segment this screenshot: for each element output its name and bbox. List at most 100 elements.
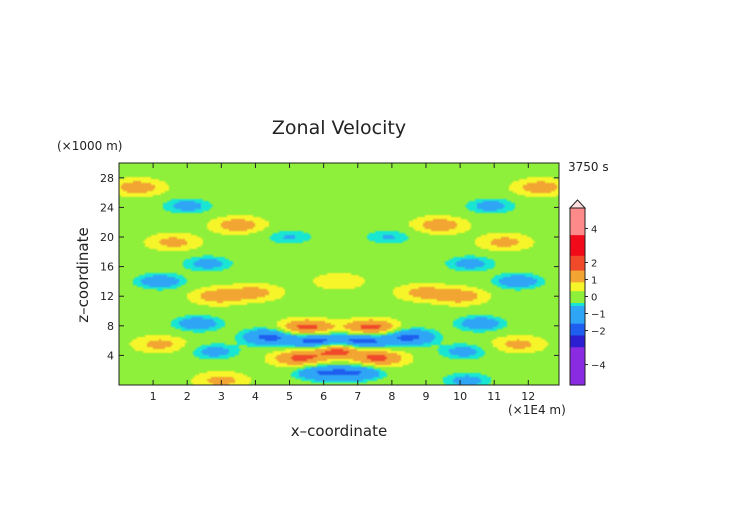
x-axis-label: x–coordinate xyxy=(291,422,387,440)
colorbar-segment xyxy=(570,305,585,309)
colorbar-segment xyxy=(570,328,585,333)
colorbar-segment xyxy=(570,228,585,233)
colorbar-segment xyxy=(570,352,585,357)
colorbar-segment xyxy=(570,258,585,262)
y-tick-label: 20 xyxy=(100,231,114,244)
colorbar-segment xyxy=(570,278,585,283)
colorbar-segment xyxy=(570,358,585,362)
colorbar-segment xyxy=(570,293,585,298)
colorbar-segment xyxy=(570,299,585,303)
y-axis-unit: (×1000 m) xyxy=(57,139,122,153)
x-tick-label: 8 xyxy=(388,390,395,403)
colorbar-tick-label: 1 xyxy=(591,275,597,286)
colorbar-segment xyxy=(570,343,585,348)
colorbar-segment xyxy=(570,326,585,330)
colorbar-segment xyxy=(570,376,585,380)
colorbar-segment xyxy=(570,272,585,277)
colorbar-tick-label: 2 xyxy=(591,258,597,269)
colorbar-segment xyxy=(570,284,585,289)
plot-frame xyxy=(118,162,560,386)
colorbar-segment xyxy=(570,255,585,259)
colorbar-segment xyxy=(570,314,585,318)
colorbar-segment xyxy=(570,340,585,345)
colorbar-segment xyxy=(570,275,585,280)
colorbar-segment xyxy=(570,382,585,386)
y-tick-label: 8 xyxy=(107,320,114,333)
colorbar-segment xyxy=(570,231,585,236)
y-axis-label: z–coordinate xyxy=(74,227,92,322)
colorbar-segment xyxy=(570,219,585,224)
x-tick-label: 4 xyxy=(252,390,259,403)
colorbar: 4 2 1 0 −1 −2 −4 xyxy=(568,199,606,386)
y-tick-label: 12 xyxy=(100,290,114,303)
colorbar-segment xyxy=(570,216,585,221)
x-tick-label: 11 xyxy=(487,390,501,403)
colorbar-segment xyxy=(570,361,585,365)
colorbar-segment xyxy=(570,261,585,265)
x-tick-label: 12 xyxy=(521,390,535,403)
colorbar-tick-label: −2 xyxy=(591,327,606,338)
x-tick-label: 9 xyxy=(422,390,429,403)
y-tick-label: 16 xyxy=(100,261,114,274)
colorbar-segment xyxy=(570,249,585,253)
colorbar-tick-label: −4 xyxy=(591,361,606,372)
colorbar-segment xyxy=(570,243,585,247)
x-tick-label: 6 xyxy=(320,390,327,403)
colorbar-segment xyxy=(570,308,585,312)
colorbar-segment xyxy=(570,346,585,351)
colorbar-tick-label: 0 xyxy=(591,293,597,304)
colorbar-segment xyxy=(570,210,585,215)
colorbar-segment xyxy=(570,296,585,301)
x-axis-unit: (×1E4 m) xyxy=(508,403,566,417)
colorbar-segment xyxy=(570,334,585,339)
y-tick-label: 4 xyxy=(107,349,114,362)
colorbar-segment xyxy=(570,240,585,244)
x-tick-label: 7 xyxy=(354,390,361,403)
colorbar-segment xyxy=(570,222,585,227)
time-label: 3750 s xyxy=(568,160,609,174)
colorbar-segment xyxy=(570,311,585,315)
x-tick-label: 2 xyxy=(184,390,191,403)
colorbar-segment xyxy=(570,281,585,286)
colorbar-segment xyxy=(570,269,585,274)
colorbar-segment xyxy=(570,267,585,271)
colorbar-segment xyxy=(570,379,585,383)
colorbar-segment xyxy=(570,323,585,327)
y-tick-label: 28 xyxy=(100,172,114,185)
heatmap-field xyxy=(119,163,559,385)
chart-title: Zonal Velocity xyxy=(272,117,406,139)
colorbar-segment xyxy=(570,370,585,374)
y-axis-ticks: 4 8 12 16 20 24 28 xyxy=(100,172,559,362)
colorbar-segment xyxy=(570,237,585,242)
colorbar-tick-label: 4 xyxy=(591,224,597,235)
colorbar-segment xyxy=(570,287,585,292)
colorbar-segment xyxy=(570,208,585,212)
colorbar-segment xyxy=(570,364,585,368)
colorbar-segment xyxy=(570,320,585,324)
x-tick-label: 10 xyxy=(453,390,467,403)
colorbar-extend-max xyxy=(568,199,587,209)
x-axis-ticks: 1 2 3 4 5 6 7 8 9 10 11 12 xyxy=(150,163,535,403)
colorbar-segment xyxy=(570,302,585,306)
x-tick-label: 3 xyxy=(218,390,225,403)
colorbar-segment xyxy=(570,317,585,321)
colorbar-segment xyxy=(570,225,585,230)
colorbar-segment xyxy=(570,349,585,354)
colorbar-segment xyxy=(570,290,585,295)
y-tick-label: 24 xyxy=(100,201,114,214)
colorbar-segment xyxy=(570,337,585,342)
colorbar-segment xyxy=(570,367,585,371)
x-tick-label: 1 xyxy=(150,390,157,403)
colorbar-segment xyxy=(570,246,585,250)
colorbar-segment xyxy=(570,234,585,239)
colorbar-tick-label: −1 xyxy=(591,310,606,321)
colorbar-segment xyxy=(570,331,585,336)
colorbar-segment xyxy=(570,264,585,268)
colorbar-segment xyxy=(570,373,585,377)
colorbar-segment xyxy=(570,355,585,360)
x-tick-label: 5 xyxy=(286,390,293,403)
colorbar-segment xyxy=(570,252,585,256)
colorbar-segment xyxy=(570,213,585,218)
